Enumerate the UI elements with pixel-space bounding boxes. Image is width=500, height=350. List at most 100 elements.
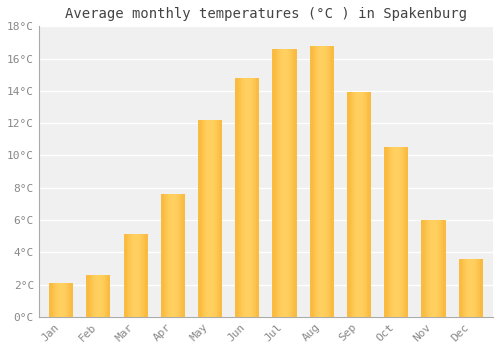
Bar xyxy=(390,147,391,317)
Bar xyxy=(295,49,296,317)
Bar xyxy=(443,220,444,317)
Bar xyxy=(52,283,54,317)
Bar xyxy=(428,220,429,317)
Bar xyxy=(273,49,274,317)
Bar xyxy=(214,120,215,317)
Bar xyxy=(61,283,62,317)
Bar xyxy=(393,147,394,317)
Bar xyxy=(49,283,50,317)
Bar xyxy=(387,147,388,317)
Bar xyxy=(240,78,242,317)
Bar xyxy=(200,120,201,317)
Bar xyxy=(360,92,361,317)
Bar xyxy=(255,78,256,317)
Bar xyxy=(434,220,436,317)
Bar xyxy=(54,283,55,317)
Bar xyxy=(315,46,316,317)
Bar xyxy=(133,234,134,317)
Bar xyxy=(57,283,58,317)
Bar xyxy=(478,259,479,317)
Bar xyxy=(64,283,65,317)
Bar xyxy=(94,275,96,317)
Bar xyxy=(461,259,462,317)
Bar xyxy=(205,120,206,317)
Bar xyxy=(327,46,328,317)
Bar xyxy=(142,234,143,317)
Bar xyxy=(444,220,445,317)
Bar xyxy=(65,283,66,317)
Bar xyxy=(256,78,257,317)
Bar xyxy=(167,194,168,317)
Bar xyxy=(252,78,253,317)
Bar xyxy=(367,92,368,317)
Bar xyxy=(209,120,210,317)
Bar xyxy=(395,147,396,317)
Bar xyxy=(160,194,162,317)
Bar xyxy=(331,46,332,317)
Bar xyxy=(316,46,317,317)
Bar xyxy=(212,120,213,317)
Bar xyxy=(58,283,59,317)
Bar xyxy=(288,49,289,317)
Bar xyxy=(63,283,64,317)
Bar xyxy=(219,120,220,317)
Bar xyxy=(124,234,148,317)
Bar xyxy=(318,46,319,317)
Bar xyxy=(472,259,473,317)
Bar xyxy=(91,275,92,317)
Bar xyxy=(432,220,433,317)
Bar xyxy=(99,275,100,317)
Bar xyxy=(88,275,90,317)
Bar xyxy=(289,49,290,317)
Bar xyxy=(285,49,286,317)
Bar xyxy=(201,120,202,317)
Bar xyxy=(71,283,72,317)
Bar xyxy=(459,259,460,317)
Bar xyxy=(50,283,51,317)
Bar xyxy=(319,46,320,317)
Bar xyxy=(462,259,463,317)
Bar xyxy=(249,78,250,317)
Bar xyxy=(358,92,359,317)
Bar xyxy=(144,234,146,317)
Bar xyxy=(370,92,371,317)
Bar xyxy=(436,220,437,317)
Bar xyxy=(238,78,239,317)
Bar xyxy=(427,220,428,317)
Bar xyxy=(272,49,273,317)
Bar xyxy=(480,259,481,317)
Bar xyxy=(172,194,173,317)
Bar xyxy=(92,275,93,317)
Bar xyxy=(96,275,97,317)
Bar xyxy=(474,259,475,317)
Bar xyxy=(424,220,425,317)
Bar xyxy=(166,194,167,317)
Bar xyxy=(287,49,288,317)
Bar xyxy=(276,49,278,317)
Bar xyxy=(422,220,423,317)
Bar xyxy=(437,220,438,317)
Bar xyxy=(138,234,139,317)
Bar xyxy=(130,234,131,317)
Bar xyxy=(215,120,216,317)
Bar xyxy=(398,147,400,317)
Bar xyxy=(290,49,291,317)
Bar xyxy=(177,194,178,317)
Bar xyxy=(259,78,260,317)
Bar xyxy=(250,78,251,317)
Bar xyxy=(184,194,185,317)
Bar xyxy=(131,234,132,317)
Bar xyxy=(357,92,358,317)
Bar xyxy=(68,283,69,317)
Bar xyxy=(323,46,324,317)
Bar xyxy=(102,275,103,317)
Bar xyxy=(206,120,207,317)
Bar xyxy=(348,92,350,317)
Bar xyxy=(180,194,182,317)
Bar xyxy=(481,259,482,317)
Bar xyxy=(317,46,318,317)
Bar xyxy=(426,220,427,317)
Bar xyxy=(66,283,67,317)
Bar xyxy=(178,194,179,317)
Bar xyxy=(97,275,98,317)
